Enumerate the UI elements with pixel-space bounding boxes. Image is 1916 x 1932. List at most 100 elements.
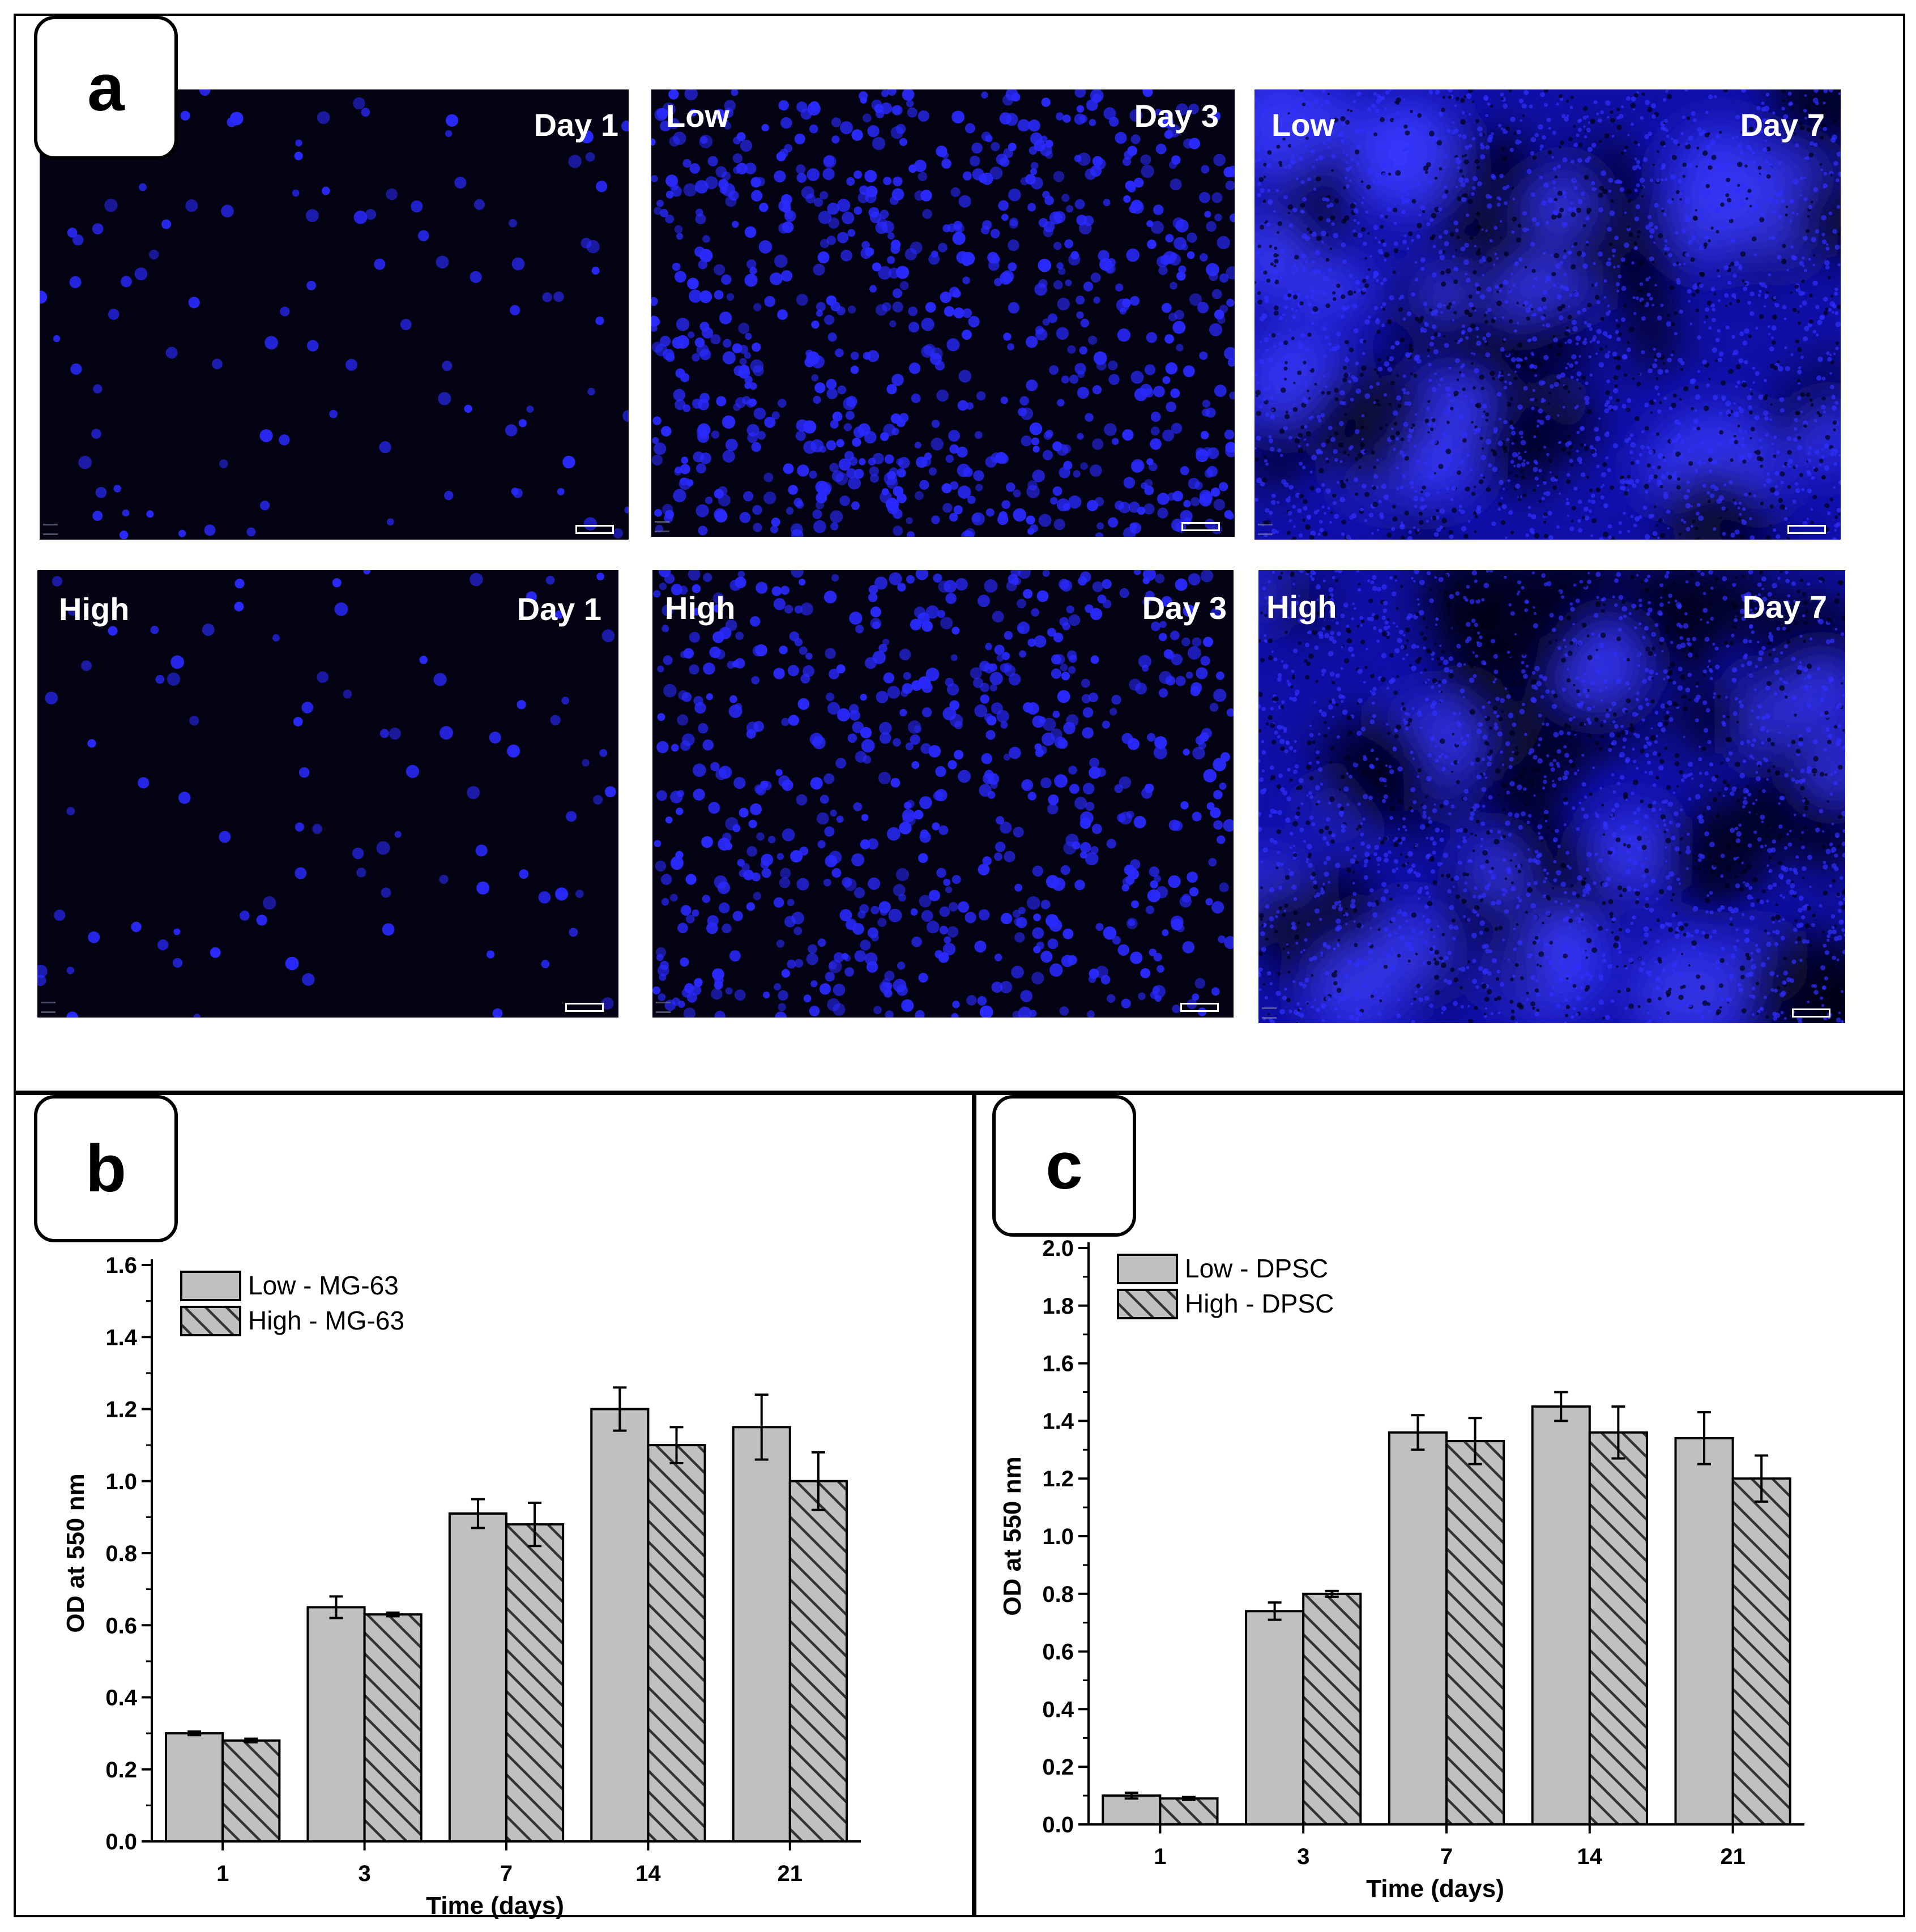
x-tick-label: 21 (778, 1861, 803, 1886)
scale-bar (1180, 1003, 1219, 1012)
bar-low (1531, 1405, 1591, 1826)
y-tick-label: 0.8 (105, 1541, 137, 1566)
plot-area: 0.0 0.2 0.4 0.6 0.8 1.0 1.2 1.4 1.6 1.8 2.0 1 3 7 14 21… (998, 1236, 1804, 1903)
day-label: Day 3 (1142, 590, 1227, 626)
micrograph-high-day1: High Day 1 (37, 570, 618, 1018)
info-stamp (43, 524, 58, 535)
nuclei-stain (40, 89, 629, 540)
bar-high (1159, 1797, 1219, 1826)
bar-low (1102, 1794, 1162, 1826)
panel-b-frame (14, 1091, 976, 1917)
legend-label: High - DPSC (1185, 1289, 1334, 1318)
bar-high (1445, 1440, 1505, 1826)
bar-high (1302, 1592, 1362, 1826)
y-tick-label: 0.4 (105, 1686, 137, 1711)
bar-high (505, 1523, 565, 1843)
legend-swatch (1117, 1289, 1178, 1319)
nuclei-stain (1254, 89, 1841, 540)
panel-letter-c: c (992, 1095, 1136, 1237)
day-label: Day 7 (1742, 589, 1827, 625)
info-stamp (1258, 524, 1273, 535)
x-tick-label: 1 (1154, 1844, 1166, 1869)
y-tick-label: 1.0 (1042, 1524, 1074, 1549)
legend-label: Low - DPSC (1185, 1254, 1328, 1283)
day-label: Day 1 (517, 591, 601, 627)
condition-label: High (665, 590, 736, 626)
y-tick-label: 0.6 (1042, 1640, 1074, 1665)
x-tick-label: 7 (1440, 1844, 1453, 1869)
scale-bar (575, 525, 614, 534)
scale-bar (1792, 1008, 1830, 1018)
scale-bar (1787, 525, 1826, 534)
chart-b-mg63: 0.0 0.2 0.4 0.6 0.8 1.0 1.2 1.4 1.6 1 3 7 14 21 Time (… (62, 1253, 861, 1920)
y-tick-label: 1.4 (1042, 1409, 1074, 1434)
condition-label: Low (666, 98, 729, 134)
legend-label: Low - MG-63 (248, 1271, 399, 1300)
scale-bar (565, 1003, 604, 1012)
y-tick-label: 1.4 (105, 1325, 137, 1350)
legend-swatch (1117, 1254, 1178, 1284)
bar-low (1674, 1437, 1734, 1826)
y-tick-label: 1.6 (105, 1253, 137, 1278)
bar-low (1245, 1610, 1305, 1826)
y-tick-label: 0.4 (1042, 1697, 1074, 1722)
y-axis-title: OD at 550 nm (62, 1473, 89, 1632)
info-stamp (1262, 1007, 1277, 1019)
bar-high (647, 1444, 706, 1843)
x-tick-label: 14 (1577, 1844, 1603, 1869)
y-tick-label: 0.8 (1042, 1582, 1074, 1607)
info-stamp (655, 521, 669, 532)
bar-low (1388, 1431, 1448, 1826)
condition-label: Low (1271, 107, 1335, 143)
y-tick-label: 1.6 (1042, 1352, 1074, 1377)
panel-letter-a: a (34, 16, 178, 160)
y-tick-label: 2.0 (1042, 1236, 1074, 1261)
x-axis-title: Time (days) (426, 1892, 564, 1920)
y-tick-label: 1.2 (1042, 1467, 1074, 1491)
y-tick-label: 0.0 (105, 1830, 137, 1854)
micrograph-low-day7: Low Day 7 (1254, 89, 1841, 540)
day-label: Day 7 (1740, 107, 1825, 143)
info-stamp (656, 1002, 671, 1013)
bar-low (165, 1732, 224, 1843)
legend-swatch (180, 1271, 241, 1301)
bar-high (1588, 1431, 1648, 1826)
micrograph-high-day3: High Day 3 (652, 570, 1234, 1018)
condition-label: High (1266, 589, 1337, 625)
day-label: Day 3 (1134, 98, 1219, 134)
nuclei-stain (651, 89, 1235, 537)
bar-high (363, 1613, 423, 1843)
legend-label: High - MG-63 (248, 1306, 404, 1335)
nuclei-stain (37, 570, 616, 1018)
legend: Low - DPSC High - DPSC (1117, 1254, 1334, 1319)
y-tick-label: 1.0 (105, 1469, 137, 1494)
x-tick-label: 21 (1720, 1844, 1746, 1869)
legend-swatch (180, 1306, 241, 1336)
legend: Low - MG-63 High - MG-63 (180, 1271, 404, 1336)
y-tick-label: 1.2 (105, 1397, 137, 1422)
bar-high (788, 1480, 848, 1843)
nuclei-stain (652, 570, 1234, 1018)
y-axis-title: OD at 550 nm (998, 1456, 1026, 1615)
x-axis-title: Time (days) (1366, 1875, 1504, 1903)
x-tick-label: 1 (216, 1861, 229, 1886)
info-stamp (41, 1002, 56, 1013)
x-tick-label: 3 (358, 1861, 370, 1886)
x-tick-label: 7 (500, 1861, 513, 1886)
micrograph-low-day3: Low Day 3 (651, 89, 1235, 537)
y-tick-label: 0.2 (1042, 1755, 1074, 1780)
bar-low (306, 1606, 366, 1843)
micrograph-high-day7: High Day 7 (1258, 570, 1845, 1023)
panel-a-frame (14, 14, 1905, 1095)
day-label: Day 1 (534, 107, 618, 143)
bar-high (1731, 1477, 1791, 1826)
scale-bar (1181, 522, 1220, 531)
micrograph-low-day1: Day 1 (40, 89, 629, 540)
x-tick-label: 3 (1297, 1844, 1309, 1869)
bar-high (221, 1739, 281, 1843)
panel-c-frame (972, 1091, 1905, 1917)
plot-area: 0.0 0.2 0.4 0.6 0.8 1.0 1.2 1.4 1.6 1 3 7 14 21 Time (… (62, 1253, 861, 1920)
y-tick-label: 0.2 (105, 1758, 137, 1783)
